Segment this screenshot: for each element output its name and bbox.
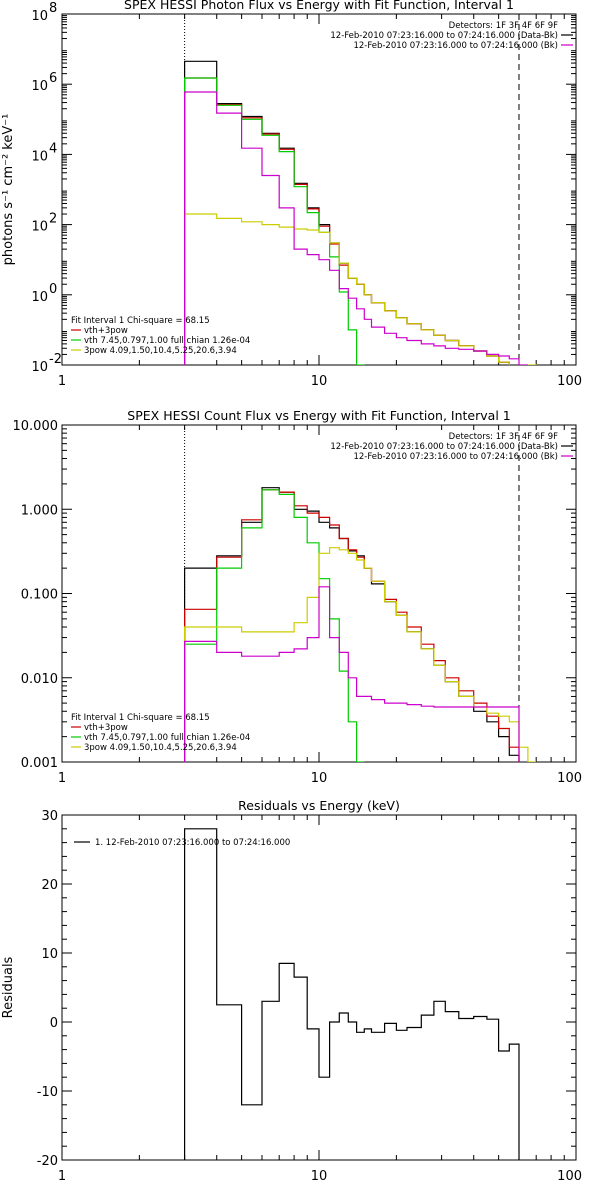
count-flux-y-tick-label: 10.000 [13,419,59,434]
photon-flux-y-tick-label: 10 [31,79,48,94]
photon-flux-series-3-line [184,213,537,365]
photon-flux-legend-entry: 12-Feb-2010 07:23:16.000 to 07:24:16.000… [330,31,558,41]
residuals-data [184,828,520,1160]
residuals-y-tick-label: -10 [37,1085,58,1100]
photon-flux-title: SPEX HESSI Photon Flux vs Energy with Fi… [124,0,514,12]
residuals-y-tick-label: 20 [41,878,58,893]
residuals-plot-frame [61,814,577,1161]
residuals-y-axis-label: Residuals [1,956,16,1018]
residuals-y-tick-label: 30 [41,809,58,824]
photon-flux-y-axis-label: photons s⁻¹ cm⁻² keV⁻¹ [1,114,16,266]
count-flux-legend-entry: vth 7.45,0.797,1.00 full chian 1.26e-04 [84,733,250,743]
photon-flux-y-tick-exponent: 2 [49,212,57,227]
photon-flux-series-2-line [184,77,373,365]
photon-flux-legend-entry: 3pow 4.09,1.50,10.4,5.25,20.6,3.94 [84,346,237,356]
count-flux-legend-entry: 3pow 4.09,1.50,10.4,5.25,20.6,3.94 [84,743,237,753]
count-flux-panel: SPEX HESSI Count Flux vs Energy with Fit… [13,408,583,786]
photon-flux-y-tick-label: 10 [31,290,48,305]
photon-flux-y-tick-exponent: 0 [49,282,57,297]
residuals-y-tick-label: 10 [41,947,58,962]
photon-flux-series-1-line [184,77,529,365]
count-flux-title: SPEX HESSI Count Flux vs Energy with Fit… [127,408,510,423]
count-flux-x-tick-label: 100 [557,771,582,786]
photon-flux-legend-entry: vth+3pow [84,326,128,336]
residuals-y-tick-label: 0 [50,1016,58,1031]
photon-flux-y-tick-label: 10 [31,9,48,24]
photon-flux-y-tick-exponent: 8 [49,1,57,16]
photon-flux-data [184,60,537,365]
count-flux-legend-entry: vth+3pow [84,723,128,733]
photon-flux-panel: SPEX HESSI Photon Flux vs Energy with Fi… [1,0,582,389]
count-flux-legend-entry: 12-Feb-2010 07:23:16.000 to 07:24:16.000… [353,452,558,462]
photon-flux-x-tick-label: 1 [58,374,66,389]
photon-flux-x-axis: 1 10 100 [58,14,582,389]
residuals-series-0-line [184,828,520,1160]
photon-flux-plot-frame [61,13,577,366]
count-flux-series-4-line [184,586,520,762]
count-flux-y-axis: 0.001 0.010 0.100 1.000 10.000 [13,419,576,771]
photon-flux-x-tick-label: 100 [557,374,582,389]
photon-flux-legend-entry: Detectors: 1F 3F 4F 6F 9F [449,21,558,31]
photon-flux-y-tick-label: 10 [31,220,48,235]
residuals-x-tick-label: 10 [311,1169,328,1184]
count-flux-y-tick-label: 0.100 [21,588,58,603]
photon-flux-x-tick-label: 10 [311,374,328,389]
residuals-y-axis: -20 -10 0 10 20 30 [37,809,576,1169]
photon-flux-series-4-line [184,91,528,365]
count-flux-legend-entry: 12-Feb-2010 07:23:16.000 to 07:24:16.000… [330,442,558,452]
count-flux-x-tick-label: 1 [58,771,66,786]
photon-flux-y-tick-label: 10 [31,149,48,164]
photon-flux-y-tick-exponent: -2 [49,352,62,367]
photon-flux-series-0-line [184,60,529,365]
photon-flux-legend-entry: vth 7.45,0.797,1.00 full chian 1.26e-04 [84,336,250,346]
photon-flux-y-tick-label: 10 [31,360,48,375]
residuals-title: Residuals vs Energy (keV) [238,798,400,813]
count-flux-y-tick-label: 0.010 [21,672,58,687]
photon-flux-legend-entry: Fit Interval 1 Chi-square = 68.15 [71,316,210,326]
count-flux-data [184,487,537,762]
residuals-legend-entry: 1. 12-Feb-2010 07:23:16.000 to 07:24:16.… [95,838,290,848]
count-flux-legend-entry: Detectors: 1F 3F 4F 6F 9F [449,432,558,442]
residuals-x-axis: 1 10 100 [58,815,582,1184]
residuals-y-tick-label: -20 [37,1154,58,1169]
photon-flux-y-tick-exponent: 4 [49,141,57,156]
count-flux-y-tick-label: 0.001 [21,756,58,771]
residuals-x-tick-label: 1 [58,1169,66,1184]
count-flux-x-tick-label: 10 [311,771,328,786]
count-flux-y-tick-label: 1.000 [21,503,58,518]
count-flux-series-3-line [184,547,537,762]
count-flux-legend-entry: Fit Interval 1 Chi-square = 68.15 [71,713,210,723]
photon-flux-legend-entry: 12-Feb-2010 07:23:16.000 to 07:24:16.000… [353,41,558,51]
count-flux-x-axis: 1 10 100 [58,425,582,786]
residuals-x-tick-label: 100 [557,1169,582,1184]
count-flux-series-0-line [184,487,520,762]
photon-flux-y-tick-exponent: 6 [49,71,57,86]
